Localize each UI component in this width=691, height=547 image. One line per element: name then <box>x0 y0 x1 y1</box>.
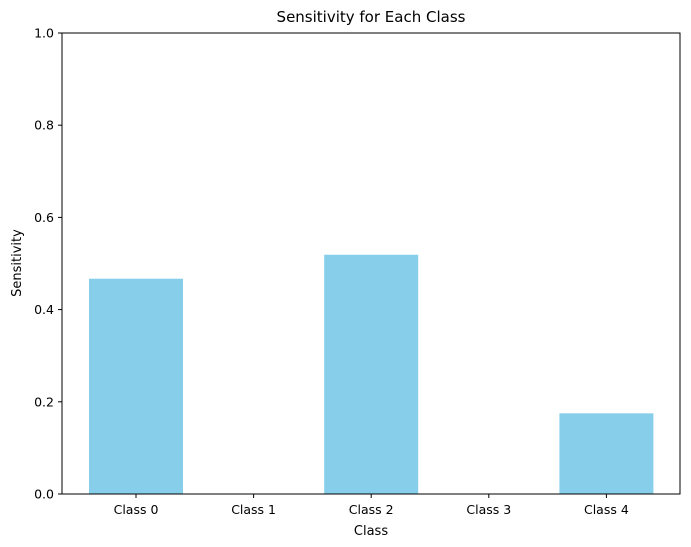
bar-class-2 <box>324 254 419 494</box>
x-tick-label: Class 4 <box>584 502 629 517</box>
x-axis-label: Class <box>354 524 388 539</box>
y-tick-label: 0.4 <box>34 302 54 317</box>
x-tick-label: Class 2 <box>349 502 394 517</box>
y-tick-label: 0.6 <box>34 210 54 225</box>
y-axis-label: Sensitivity <box>10 229 25 297</box>
y-tick-label: 0.2 <box>34 394 54 409</box>
bar-class-0 <box>89 278 183 494</box>
x-tick-label: Class 1 <box>231 502 276 517</box>
y-tick-label: 0.0 <box>34 487 54 502</box>
chart-title: Sensitivity for Each Class <box>277 8 466 26</box>
x-axis-ticks: Class 0 Class 1 Class 2 Class 3 Class 4 <box>114 494 629 517</box>
plot-frame <box>61 32 681 495</box>
bars-group <box>89 254 654 494</box>
x-tick-label: Class 3 <box>466 502 511 517</box>
x-tick-label: Class 0 <box>114 502 159 517</box>
y-tick-label: 1.0 <box>34 26 54 41</box>
y-tick-label: 0.8 <box>34 118 54 133</box>
bar-class-4 <box>559 413 654 494</box>
y-axis-ticks: 0.0 0.2 0.4 0.6 0.8 1.0 <box>34 26 62 502</box>
